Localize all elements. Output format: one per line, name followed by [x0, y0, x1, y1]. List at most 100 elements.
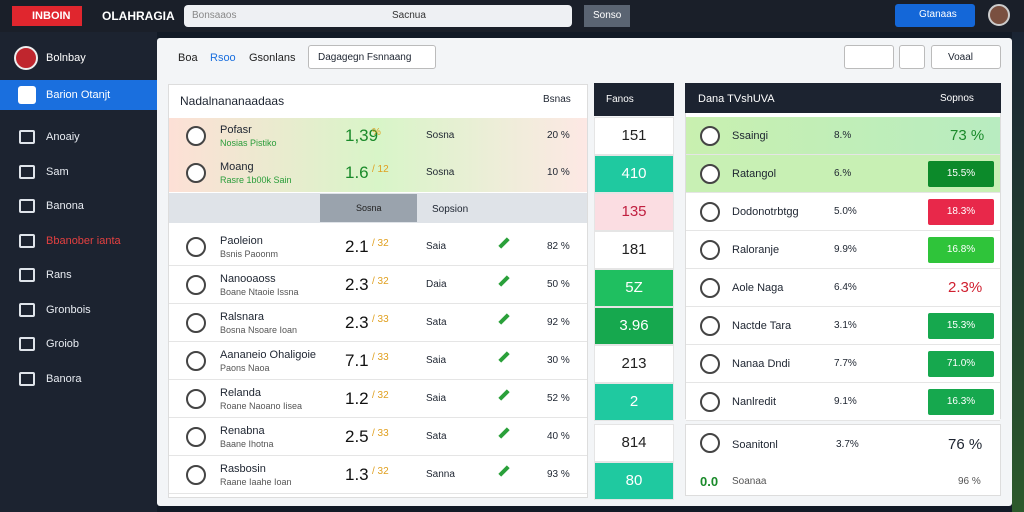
odds-change: / 32 — [372, 466, 389, 477]
right-sort[interactable]: Sopnos — [940, 93, 974, 104]
featured-row[interactable] — [169, 155, 587, 192]
odds-change: / 32 — [372, 390, 389, 401]
team-name: Aananeio Ohaligoie — [220, 349, 317, 361]
middle-cell[interactable]: 2 — [594, 383, 674, 421]
pct: 10 % — [547, 167, 570, 178]
right-pct: 6.% — [834, 168, 852, 179]
nav-item[interactable]: Sam — [46, 165, 69, 178]
odds-button[interactable]: 18.3% — [928, 199, 994, 225]
odds-button[interactable]: 15.5% — [928, 161, 994, 187]
row[interactable] — [169, 381, 587, 418]
nav-icon — [19, 371, 35, 386]
tab[interactable]: Gsonlans — [249, 52, 296, 64]
middle-header[interactable]: Fanos — [594, 83, 674, 116]
primary-button[interactable]: Gtanaas — [895, 4, 975, 27]
odds-change: / 12 — [372, 164, 389, 175]
nav-icon — [19, 130, 35, 144]
featured-row[interactable] — [169, 118, 587, 155]
button[interactable]: Sonso — [584, 5, 630, 27]
right-odds: 2.3% — [948, 279, 983, 296]
row-label: Sata — [426, 317, 447, 328]
middle-cell[interactable]: 80 — [594, 462, 674, 500]
odds: 1.6 — [345, 163, 369, 182]
nav-item[interactable]: Gronbois — [46, 303, 91, 316]
active-label[interactable]: Barion Otanjt — [46, 89, 111, 101]
middle-cell[interactable]: 151 — [594, 117, 674, 155]
nav-item[interactable]: Bbanober ianta — [46, 234, 121, 247]
middle-cell[interactable]: 5Z — [594, 269, 674, 307]
team-sub: Roane Naoano Iisea — [220, 401, 303, 411]
row[interactable] — [169, 305, 587, 342]
odds: 2.3 — [345, 313, 369, 332]
row[interactable] — [169, 457, 587, 494]
team-name: Renabna — [220, 425, 265, 437]
row-label: Sata — [426, 431, 447, 442]
middle-cell[interactable]: 410 — [594, 155, 674, 193]
card-pct2: 96 % — [958, 476, 981, 487]
pct: 92 % — [547, 317, 570, 328]
team-sub: Baane Ihotna — [220, 439, 274, 449]
team-name: Moang — [220, 161, 254, 173]
middle-cell[interactable]: 181 — [594, 231, 674, 269]
crest — [186, 237, 206, 257]
team-sub: Bosna Nsoare Ioan — [220, 325, 298, 335]
nav-item[interactable]: Anoaiy — [46, 131, 80, 143]
odds-button[interactable]: 16.3% — [928, 389, 994, 415]
crest — [186, 465, 206, 485]
right-pct: 7.7% — [834, 358, 857, 369]
bar-label: Sopsion — [432, 204, 469, 215]
row-label: Daia — [426, 279, 447, 290]
nav-icon — [19, 233, 35, 248]
nav-icon — [19, 164, 35, 179]
middle-cell[interactable]: 135 — [594, 193, 674, 231]
nav-icon — [19, 337, 35, 351]
odds-button[interactable]: 16.8% — [928, 237, 994, 263]
row-label: Saia — [426, 393, 447, 404]
card-odds: 76 % — [948, 436, 983, 453]
row[interactable] — [169, 419, 587, 456]
crest — [186, 126, 206, 146]
odds-change: / 32 — [372, 238, 389, 249]
filter[interactable]: Voaal — [931, 45, 1001, 69]
sidebar-icon — [14, 46, 38, 70]
tab[interactable]: Boa — [178, 52, 198, 64]
right-header — [685, 83, 1001, 113]
avatar[interactable] — [988, 4, 1010, 26]
dropdown[interactable]: Dagagegn Fsnnaang — [308, 45, 436, 69]
crest — [186, 351, 206, 371]
crest — [700, 240, 720, 260]
middle-cell[interactable]: 3.96 — [594, 307, 674, 345]
icon-button[interactable] — [899, 45, 925, 69]
icon-button[interactable] — [844, 45, 894, 69]
crest — [186, 389, 206, 409]
nav-item[interactable]: Banona — [46, 200, 84, 212]
odds-button[interactable]: 15.3% — [928, 313, 994, 339]
active-icon — [18, 86, 36, 104]
search-box[interactable] — [184, 5, 572, 27]
right-row[interactable] — [686, 117, 1000, 155]
right-row[interactable] — [686, 269, 1000, 307]
search-hint: Sacnua — [392, 10, 426, 21]
right-name: Nanlredit — [732, 396, 777, 408]
tab[interactable]: Rsoo — [210, 52, 236, 64]
odds-button[interactable]: 71.0% — [928, 351, 994, 377]
pct: 82 % — [547, 241, 570, 252]
nav-item[interactable]: Rans — [46, 269, 72, 281]
crest — [700, 316, 720, 336]
team-name: Relanda — [220, 387, 261, 399]
row[interactable] — [169, 229, 587, 266]
row-label: Saia — [426, 355, 447, 366]
nav-item[interactable]: Groiob — [46, 338, 80, 350]
row[interactable] — [169, 267, 587, 304]
odds: 1.2 — [345, 389, 369, 408]
middle-cell[interactable]: 814 — [594, 424, 674, 462]
crest — [700, 392, 720, 412]
right-name: Raloranje — [732, 244, 780, 256]
row[interactable] — [169, 343, 587, 380]
odds-change: / 33 — [372, 428, 389, 439]
crest — [186, 427, 206, 447]
nav-item[interactable]: Banora — [46, 372, 82, 385]
middle-cell[interactable]: 213 — [594, 345, 674, 383]
grey-button[interactable]: Sosna — [320, 194, 417, 222]
team-name: Pofasr — [220, 124, 252, 136]
